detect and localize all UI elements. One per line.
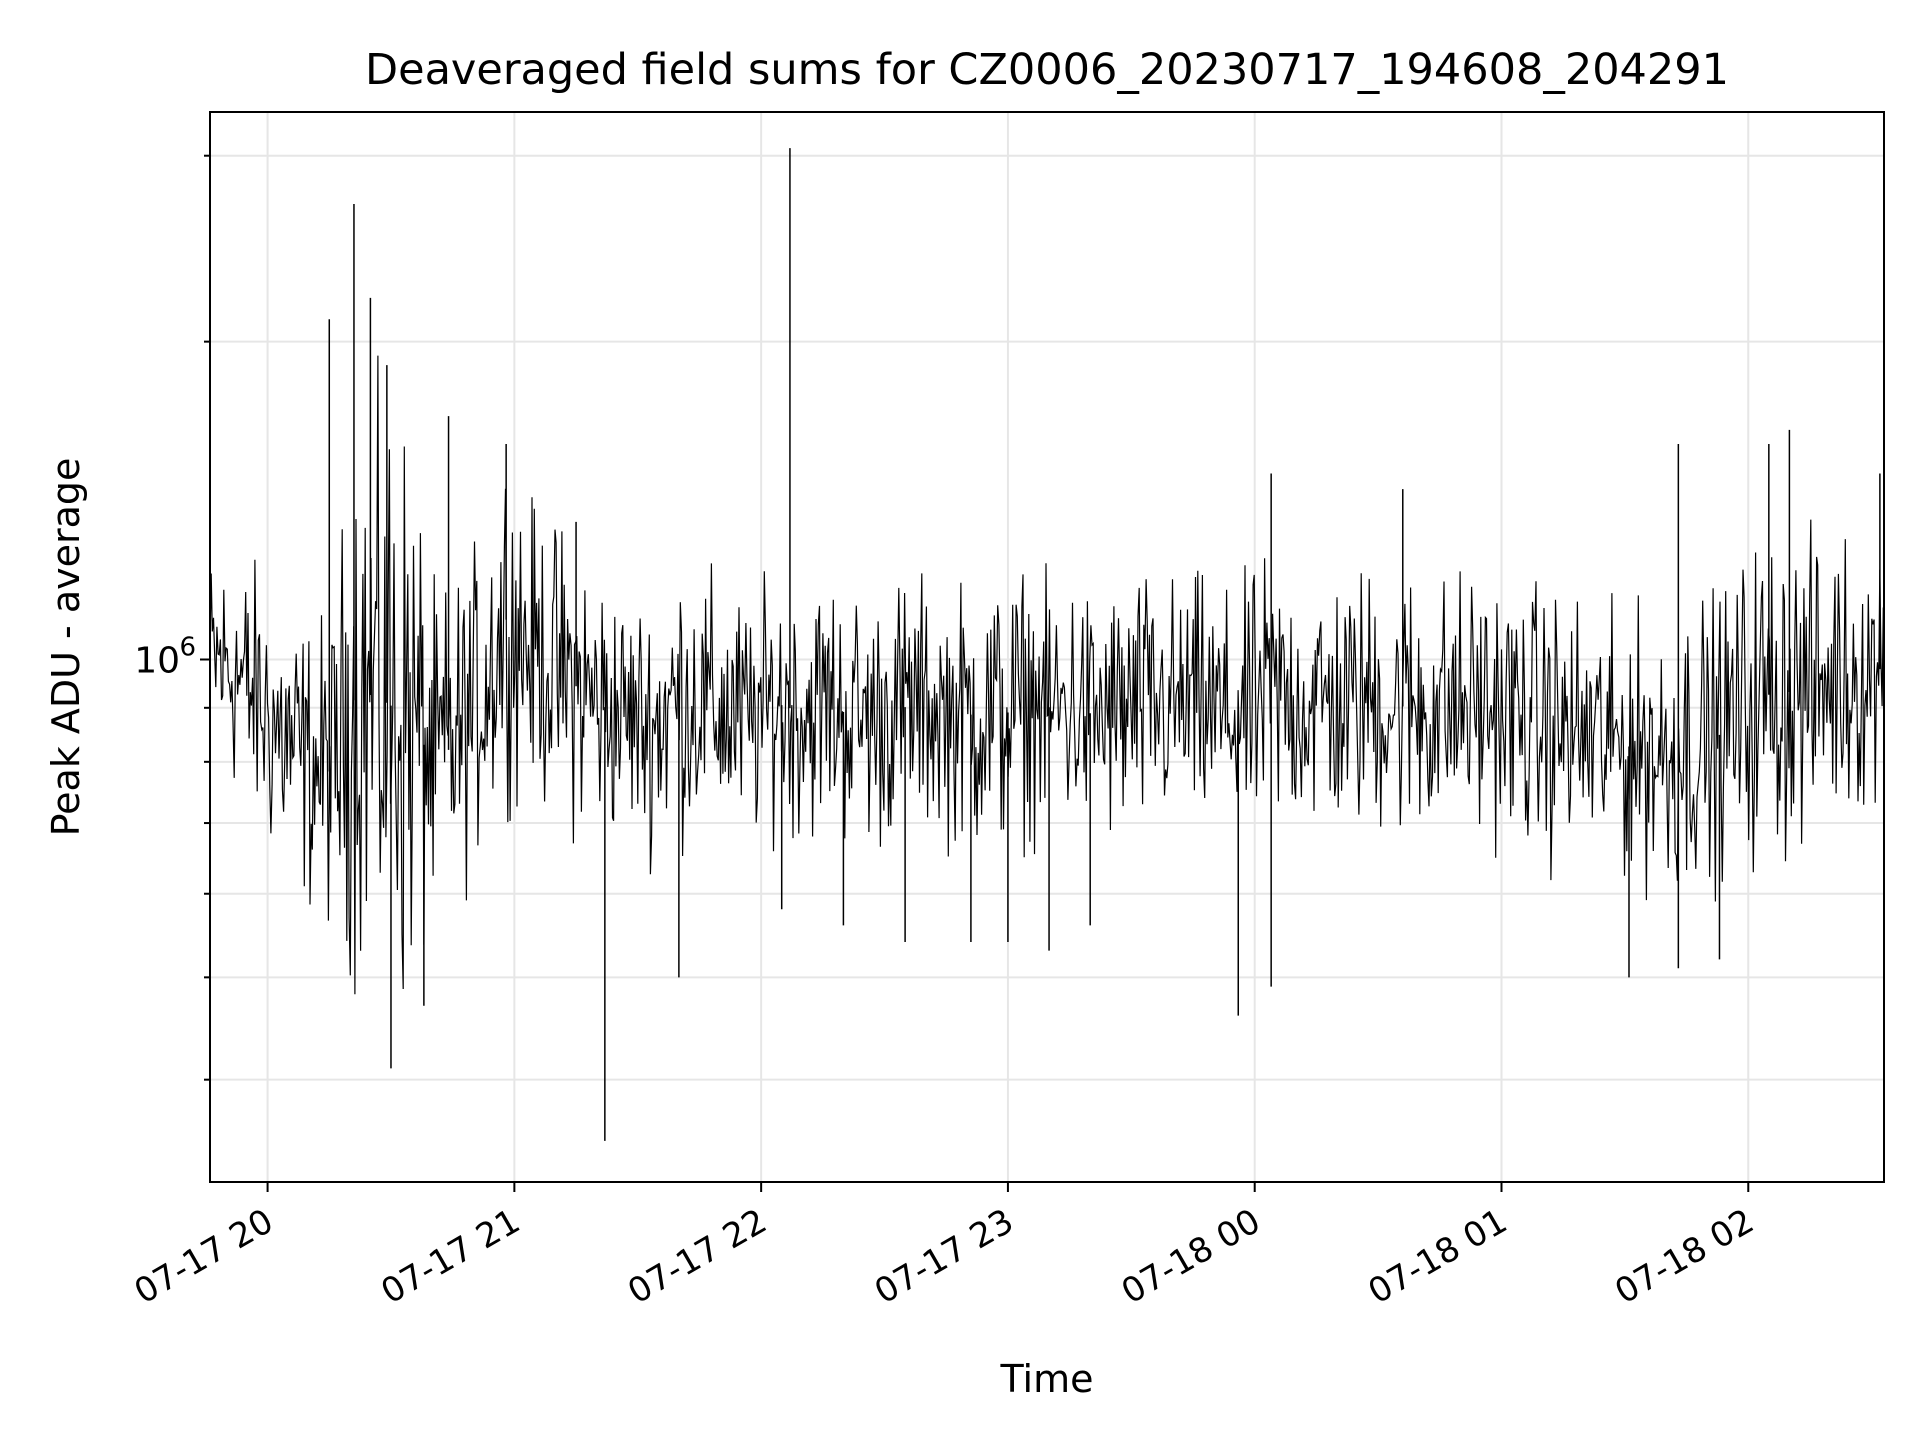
x-axis: 07-17 20 07-17 21 07-17 22 07-17 23 07-18 00… <box>128 1182 1761 1312</box>
y-axis: 10 6 <box>134 154 210 1081</box>
y-tick-exponent: 6 <box>179 632 196 662</box>
y-axis-label: Peak ADU - average <box>44 458 88 837</box>
x-tick-label: 07-17 22 <box>621 1201 773 1312</box>
x-tick-label: 07-18 01 <box>1362 1201 1514 1312</box>
plot-frame <box>209 111 1885 1183</box>
x-axis-label: Time <box>1000 1357 1094 1401</box>
chart-title: Deaveraged field sums for CZ0006_2023071… <box>365 45 1729 95</box>
series-line <box>209 148 1884 1141</box>
x-tick-label: 07-17 23 <box>868 1201 1020 1312</box>
series-path <box>209 355 1884 995</box>
x-tick-label: 07-18 00 <box>1115 1201 1267 1312</box>
x-tick-label: 07-18 02 <box>1608 1201 1760 1312</box>
x-tick-label: 07-17 20 <box>128 1201 280 1312</box>
y-tick-label: 10 <box>134 640 180 681</box>
x-tick-label: 07-17 21 <box>374 1201 526 1312</box>
